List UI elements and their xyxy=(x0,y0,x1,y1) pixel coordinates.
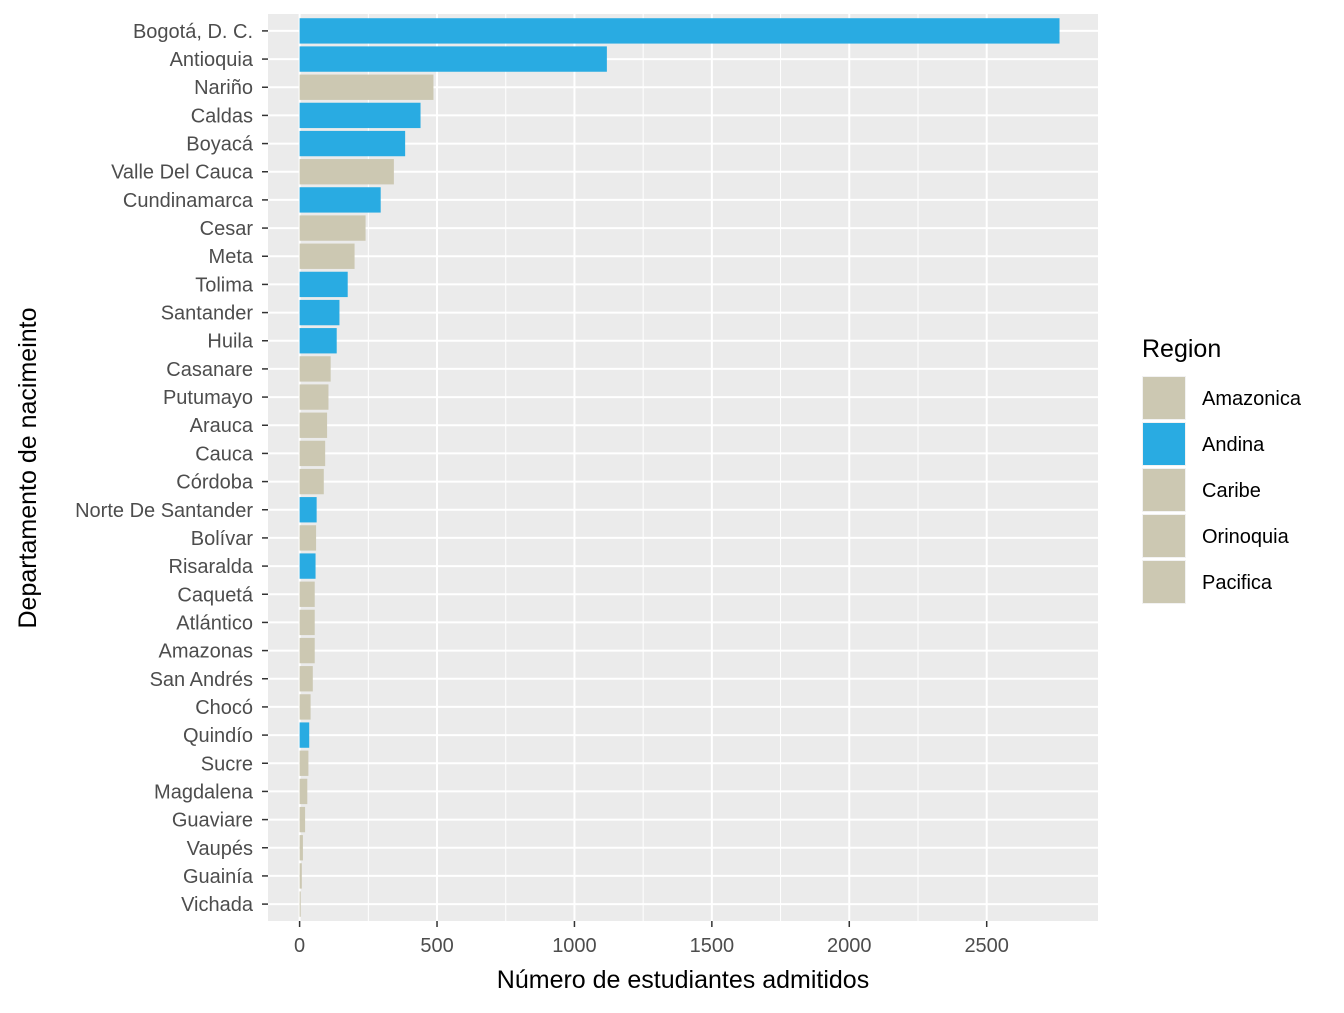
y-tick-label: Santander xyxy=(161,303,254,325)
y-tick-label: Tolima xyxy=(195,274,254,296)
y-tick-label: Sucre xyxy=(201,753,253,775)
bar xyxy=(299,553,316,579)
legend-key xyxy=(1143,561,1185,603)
bar xyxy=(299,412,328,438)
bar xyxy=(299,468,324,495)
y-tick-label: Cauca xyxy=(195,443,254,465)
x-tick-label: 2000 xyxy=(827,935,872,957)
y-axis-title: Departamento de nacimeinto xyxy=(14,307,42,628)
bar xyxy=(299,299,340,326)
grid-lines xyxy=(268,14,1098,921)
bar xyxy=(299,722,310,748)
x-axis-title: Número de estudiantes admitidos xyxy=(497,966,869,994)
y-tick-label: Boyacá xyxy=(186,134,254,156)
bar xyxy=(299,525,317,551)
y-tick-label: Huila xyxy=(207,331,253,353)
x-axis-ticks: 0 500 1000 1500 2000 2500 xyxy=(294,921,1009,957)
y-tick-label: Magdalena xyxy=(154,781,254,803)
legend-label: Amazonica xyxy=(1202,388,1302,410)
y-tick-label: Bolívar xyxy=(191,528,254,550)
y-tick-label: Amazonas xyxy=(159,641,254,663)
legend-label: Pacifica xyxy=(1202,572,1273,594)
y-tick-label: Risaralda xyxy=(169,556,254,578)
legend-label: Caribe xyxy=(1202,480,1261,502)
legend-title: Region xyxy=(1142,335,1221,363)
y-tick-label: Cundinamarca xyxy=(123,190,254,212)
legend: Region Amazonica Andina Caribe Orinoquia Pac… xyxy=(1142,335,1302,604)
y-tick-label: Bogotá, D. C. xyxy=(133,21,253,43)
bar xyxy=(299,778,308,805)
y-tick-label: Nariño xyxy=(194,77,253,99)
y-tick-label: Valle Del Cauca xyxy=(111,162,254,184)
bar xyxy=(299,74,434,100)
bar xyxy=(299,243,355,269)
x-tick-label: 500 xyxy=(420,935,453,957)
bar xyxy=(299,271,348,298)
bar xyxy=(299,694,311,720)
legend-key xyxy=(1143,423,1185,465)
y-tick-label: Caquetá xyxy=(177,584,253,606)
y-tick-label: Casanare xyxy=(166,359,253,381)
x-tick-label: 1500 xyxy=(690,935,735,957)
bar xyxy=(299,891,301,917)
plot-panel xyxy=(268,14,1098,921)
bar xyxy=(299,130,406,157)
y-tick-label: Atlántico xyxy=(176,612,253,634)
bars xyxy=(299,18,1060,917)
bar xyxy=(299,863,302,889)
bar xyxy=(299,440,326,467)
legend-label: Andina xyxy=(1202,434,1265,456)
bar xyxy=(299,835,303,861)
bar xyxy=(299,581,315,607)
y-tick-label: Arauca xyxy=(190,415,254,437)
x-tick-label: 1000 xyxy=(552,935,597,957)
bar xyxy=(299,159,394,185)
y-tick-label: Antioquia xyxy=(170,49,254,71)
y-tick-label: Vaupés xyxy=(187,838,253,860)
bar xyxy=(299,46,607,72)
x-tick-label: 2500 xyxy=(964,935,1009,957)
legend-label: Orinoquia xyxy=(1202,526,1290,548)
y-tick-label: Guainía xyxy=(183,866,254,888)
y-tick-label: Córdoba xyxy=(176,472,254,494)
y-tick-label: Putumayo xyxy=(163,387,253,409)
bar xyxy=(299,18,1060,44)
legend-key xyxy=(1143,377,1185,419)
bar xyxy=(299,328,337,354)
bar xyxy=(299,750,309,776)
bar xyxy=(299,637,315,664)
y-tick-label: Guaviare xyxy=(172,810,253,832)
bar xyxy=(299,497,317,523)
y-tick-label: Caldas xyxy=(191,105,253,127)
y-tick-label: San Andrés xyxy=(150,669,253,691)
bar xyxy=(299,187,381,213)
legend-key xyxy=(1143,515,1185,557)
bar xyxy=(299,666,313,692)
y-tick-label: Cesar xyxy=(200,218,254,240)
y-tick-label: Norte De Santander xyxy=(75,500,253,522)
bar xyxy=(299,215,366,241)
bar xyxy=(299,384,329,410)
bar xyxy=(299,806,306,833)
bar xyxy=(299,102,421,129)
x-tick-label: 0 xyxy=(294,935,305,957)
y-tick-label: Vichada xyxy=(181,894,254,916)
y-tick-label: Chocó xyxy=(195,697,253,719)
bar xyxy=(299,609,315,636)
y-tick-label: Meta xyxy=(209,246,254,268)
y-axis-ticks: Bogotá, D. C. Antioquia Nariño Caldas Boyacá… xyxy=(75,21,268,916)
bar xyxy=(299,356,331,382)
legend-key xyxy=(1143,469,1185,511)
y-tick-label: Quindío xyxy=(183,725,253,747)
